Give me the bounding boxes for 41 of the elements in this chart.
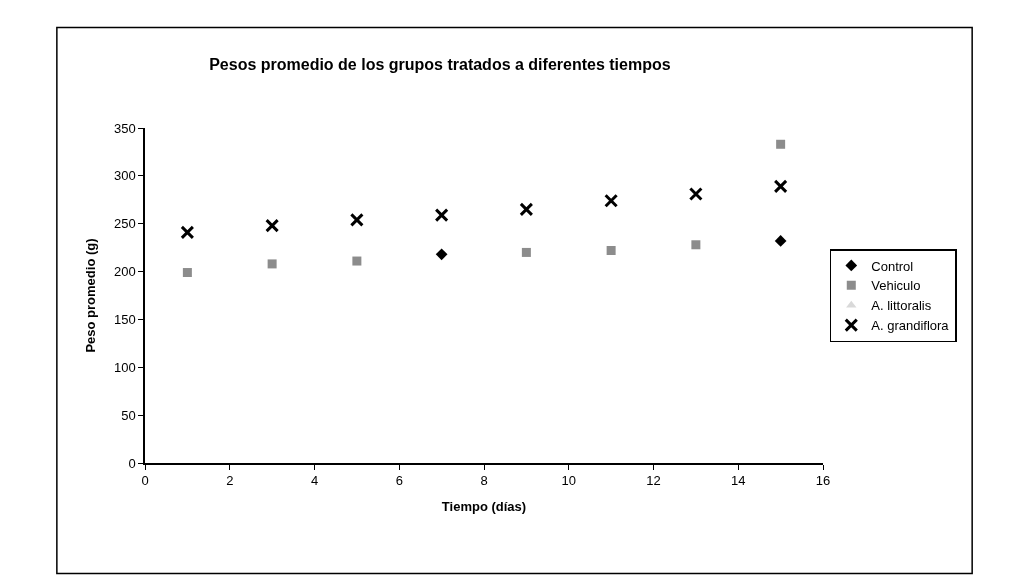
- point: [774, 235, 787, 247]
- point: [606, 246, 616, 256]
- x-tick-label: 4: [310, 473, 319, 489]
- y-tick-label: 0: [128, 455, 136, 471]
- y-tick-label: 150: [113, 311, 136, 327]
- point: [267, 259, 277, 269]
- y-tick-label: 300: [113, 168, 136, 184]
- y-axis-title: Peso promedio (g): [83, 238, 99, 353]
- point: [688, 187, 703, 202]
- point: [349, 212, 364, 227]
- legend-label: Control: [871, 258, 914, 274]
- x-tick-label: 8: [480, 473, 488, 489]
- point: [265, 218, 280, 233]
- point: [776, 139, 786, 149]
- x-tick-label: 10: [561, 473, 576, 489]
- x-tick-label: 12: [646, 473, 661, 489]
- point: [519, 202, 534, 217]
- chart-title: Pesos promedio de los grupos tratados a diferentes tiempos: [209, 55, 671, 73]
- y-tick-label: 350: [113, 120, 136, 136]
- x-tick-label: 16: [815, 473, 831, 489]
- point: [182, 268, 192, 278]
- x-tick-label: 14: [731, 473, 746, 489]
- legend-label: A. grandiflora: [871, 318, 950, 334]
- point: [521, 247, 531, 257]
- x-tick-label: 0: [141, 473, 149, 489]
- x-tick-label: 6: [395, 473, 403, 489]
- y-tick-label: 50: [121, 407, 136, 423]
- x-tick-label: 2: [226, 473, 234, 489]
- y-tick-label: 250: [113, 216, 136, 232]
- point: [773, 179, 788, 194]
- y-tick-label: 100: [113, 359, 136, 375]
- point: [604, 193, 619, 208]
- x-axis-title: Tiempo (días): [441, 499, 527, 515]
- legend-label: Vehiculo: [871, 278, 921, 294]
- point: [434, 208, 449, 223]
- point: [435, 248, 448, 261]
- point: [691, 240, 701, 250]
- point: [352, 256, 362, 266]
- point: [180, 225, 195, 240]
- y-tick-label: 200: [113, 264, 136, 280]
- legend-label: A. littoralis: [871, 298, 932, 314]
